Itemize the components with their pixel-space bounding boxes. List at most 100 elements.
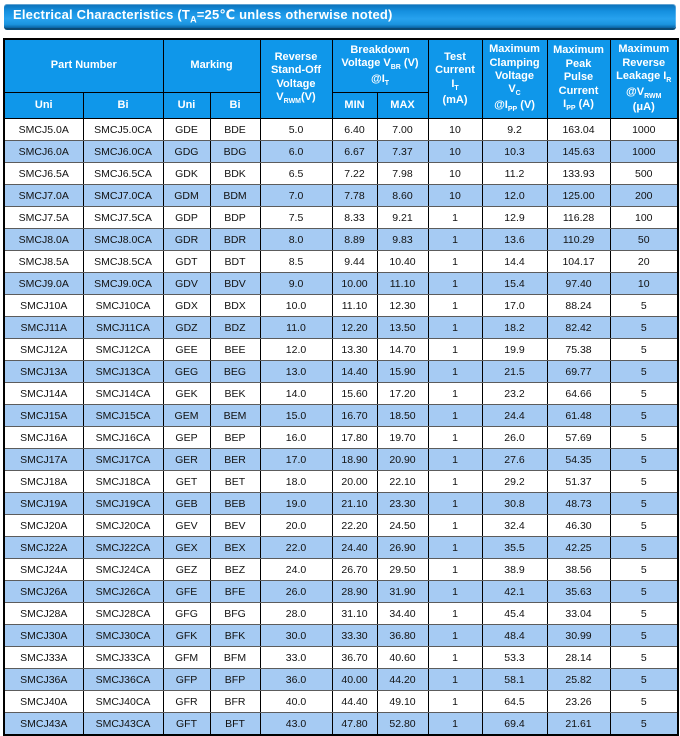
table-row: SMCJ13A SMCJ13CA GEG BEG 13.0 14.40 15.90 1 21.5… (3, 360, 679, 383)
cell-max-reverse-leakage: 5 (609, 558, 679, 581)
cell-max-reverse-leakage: 5 (609, 426, 679, 449)
cell-max-reverse-leakage: 50 (609, 228, 679, 251)
cell-marking-bi: BDP (209, 206, 261, 229)
cell-test-current: 1 (427, 272, 483, 295)
column-header-reverse-standoff-voltage: Reverse Stand-Off Voltage VRWM(V) (259, 38, 333, 119)
cell-marking-bi: BEE (209, 338, 261, 361)
cell-breakdown-voltage-max: 9.83 (376, 228, 429, 251)
cell-breakdown-voltage-max: 40.60 (376, 646, 429, 669)
cell-marking-bi: BEV (209, 514, 261, 537)
cell-breakdown-voltage-min: 40.00 (331, 668, 378, 691)
cell-part-number-uni: SMCJ7.0A (3, 184, 84, 207)
cell-max-peak-pulse-current: 75.38 (546, 338, 611, 361)
cell-max-peak-pulse-current: 69.77 (546, 360, 611, 383)
cell-part-number-uni: SMCJ6.0A (3, 140, 84, 163)
cell-part-number-bi: SMCJ22CA (82, 536, 164, 559)
cell-max-reverse-leakage: 5 (609, 492, 679, 515)
cell-max-reverse-leakage: 100 (609, 206, 679, 229)
cell-part-number-uni: SMCJ5.0A (3, 118, 84, 141)
table-row: SMCJ14A SMCJ14CA GEK BEK 14.0 15.60 17.20 1 23.2… (3, 382, 679, 405)
cell-part-number-uni: SMCJ8.0A (3, 228, 84, 251)
cell-part-number-uni: SMCJ30A (3, 624, 84, 647)
cell-breakdown-voltage-max: 17.20 (376, 382, 429, 405)
cell-max-peak-pulse-current: 97.40 (546, 272, 611, 295)
cell-max-peak-pulse-current: 38.56 (546, 558, 611, 581)
cell-max-peak-pulse-current: 28.14 (546, 646, 611, 669)
cell-breakdown-voltage-max: 20.90 (376, 448, 429, 471)
cell-part-number-uni: SMCJ43A (3, 712, 84, 736)
table-row: SMCJ33A SMCJ33CA GFM BFM 33.0 36.70 40.60 1 53.3… (3, 646, 679, 669)
cell-max-peak-pulse-current: 64.66 (546, 382, 611, 405)
table-row: SMCJ6.5A SMCJ6.5CA GDK BDK 6.5 7.22 7.98 10 11.2… (3, 162, 679, 185)
cell-marking-bi: BEZ (209, 558, 261, 581)
cell-max-clamping-voltage: 12.0 (481, 184, 548, 207)
cell-part-number-bi: SMCJ43CA (82, 712, 164, 736)
cell-part-number-uni: SMCJ17A (3, 448, 84, 471)
table-row: SMCJ5.0A SMCJ5.0CA GDE BDE 5.0 6.40 7.00 10 9.2 1… (3, 118, 679, 141)
cell-reverse-standoff-voltage: 15.0 (259, 404, 333, 427)
cell-max-clamping-voltage: 30.8 (481, 492, 548, 515)
cell-breakdown-voltage-min: 14.40 (331, 360, 378, 383)
cell-max-reverse-leakage: 5 (609, 338, 679, 361)
table-row: SMCJ22A SMCJ22CA GEX BEX 22.0 24.40 26.90 1 35.5… (3, 536, 679, 559)
cell-max-clamping-voltage: 45.4 (481, 602, 548, 625)
cell-test-current: 1 (427, 536, 483, 559)
cell-reverse-standoff-voltage: 9.0 (259, 272, 333, 295)
cell-breakdown-voltage-min: 7.78 (331, 184, 378, 207)
cell-breakdown-voltage-min: 21.10 (331, 492, 378, 515)
cell-max-reverse-leakage: 5 (609, 668, 679, 691)
cell-part-number-bi: SMCJ40CA (82, 690, 164, 713)
cell-max-reverse-leakage: 20 (609, 250, 679, 273)
table-row: SMCJ20A SMCJ20CA GEV BEV 20.0 22.20 24.50 1 32.4… (3, 514, 679, 537)
cell-marking-uni: GFK (162, 624, 211, 647)
cell-breakdown-voltage-max: 14.70 (376, 338, 429, 361)
column-header-max-reverse-leakage: Maximum Reverse Leakage IR @VRWM (μA) (609, 38, 679, 119)
table-row: SMCJ43A SMCJ43CA GFT BFT 43.0 47.80 52.80 1 69.4… (3, 712, 679, 736)
cell-breakdown-voltage-max: 29.50 (376, 558, 429, 581)
cell-reverse-standoff-voltage: 8.0 (259, 228, 333, 251)
cell-max-clamping-voltage: 26.0 (481, 426, 548, 449)
subcolumn-header-bi-1: Bi (82, 92, 164, 119)
table-row: SMCJ11A SMCJ11CA GDZ BDZ 11.0 12.20 13.50 1 18.2… (3, 316, 679, 339)
cell-max-clamping-voltage: 35.5 (481, 536, 548, 559)
cell-part-number-bi: SMCJ13CA (82, 360, 164, 383)
cell-part-number-bi: SMCJ8.5CA (82, 250, 164, 273)
cell-max-peak-pulse-current: 133.93 (546, 162, 611, 185)
cell-marking-uni: GDM (162, 184, 211, 207)
cell-max-peak-pulse-current: 48.73 (546, 492, 611, 515)
cell-breakdown-voltage-min: 6.40 (331, 118, 378, 141)
cell-max-reverse-leakage: 5 (609, 404, 679, 427)
column-header-breakdown-voltage: Breakdown Voltage VBR (V) @IT (331, 38, 429, 93)
cell-reverse-standoff-voltage: 17.0 (259, 448, 333, 471)
cell-breakdown-voltage-min: 44.40 (331, 690, 378, 713)
header-row-sub: Uni Bi Uni Bi MIN MAX (3, 92, 678, 119)
cell-marking-uni: GDZ (162, 316, 211, 339)
cell-max-reverse-leakage: 500 (609, 162, 679, 185)
cell-breakdown-voltage-min: 16.70 (331, 404, 378, 427)
cell-reverse-standoff-voltage: 36.0 (259, 668, 333, 691)
cell-marking-uni: GFM (162, 646, 211, 669)
cell-part-number-uni: SMCJ8.5A (3, 250, 84, 273)
cell-max-reverse-leakage: 1000 (609, 118, 679, 141)
cell-max-reverse-leakage: 1000 (609, 140, 679, 163)
cell-test-current: 1 (427, 338, 483, 361)
cell-part-number-uni: SMCJ33A (3, 646, 84, 669)
cell-breakdown-voltage-max: 11.10 (376, 272, 429, 295)
cell-max-clamping-voltage: 12.9 (481, 206, 548, 229)
table-row: SMCJ10A SMCJ10CA GDX BDX 10.0 11.10 12.30 1 17.0… (3, 294, 679, 317)
cell-marking-bi: BEB (209, 492, 261, 515)
cell-breakdown-voltage-max: 23.30 (376, 492, 429, 515)
cell-breakdown-voltage-min: 20.00 (331, 470, 378, 493)
cell-marking-bi: BFR (209, 690, 261, 713)
cell-part-number-uni: SMCJ11A (3, 316, 84, 339)
cell-part-number-bi: SMCJ19CA (82, 492, 164, 515)
cell-max-clamping-voltage: 53.3 (481, 646, 548, 669)
cell-marking-bi: BDR (209, 228, 261, 251)
cell-reverse-standoff-voltage: 20.0 (259, 514, 333, 537)
cell-marking-bi: BEX (209, 536, 261, 559)
cell-breakdown-voltage-max: 26.90 (376, 536, 429, 559)
cell-part-number-bi: SMCJ9.0CA (82, 272, 164, 295)
cell-marking-uni: GDR (162, 228, 211, 251)
cell-marking-bi: BDG (209, 140, 261, 163)
cell-reverse-standoff-voltage: 16.0 (259, 426, 333, 449)
